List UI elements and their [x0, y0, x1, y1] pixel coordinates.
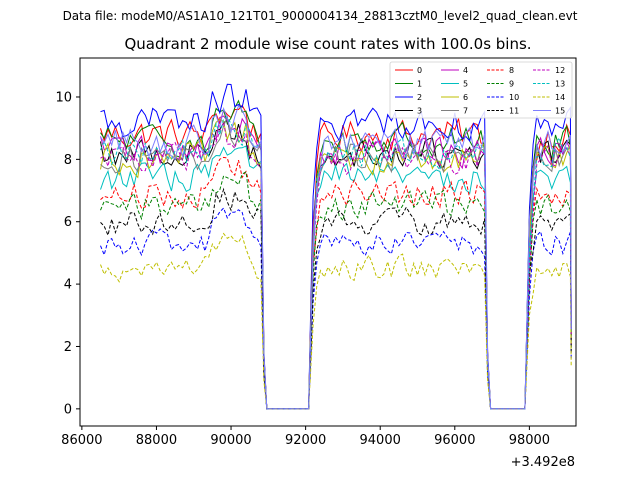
x-tick-label-86000: 86000 [61, 433, 102, 448]
series-line-0 [100, 104, 572, 410]
legend-label-15: 15 [555, 107, 565, 116]
y-tick-label-6: 6 [64, 215, 72, 230]
legend-label-14: 14 [555, 93, 565, 102]
x-tick-label-88000: 88000 [136, 433, 177, 448]
x-tick-label-98000: 98000 [509, 433, 550, 448]
series-line-10 [100, 207, 572, 410]
x-axis-offset-label: +3.492e8 [511, 455, 575, 470]
y-tick-label-8: 8 [64, 153, 72, 168]
axes: 86000 88000 90000 92000 94000 96000 98000 0 2 4 6 8… [55, 57, 577, 448]
plot-frame [79, 57, 577, 427]
series-line-11 [100, 187, 572, 410]
x-tick-label-94000: 94000 [360, 433, 401, 448]
series-line-15 [100, 104, 572, 410]
legend-label-10: 10 [509, 93, 519, 102]
chart-title: Quadrant 2 module wise count rates with … [124, 35, 531, 53]
legend-label-0: 0 [417, 66, 422, 75]
y-tick-label-10: 10 [55, 90, 72, 105]
legend-label-13: 13 [555, 80, 565, 89]
series-line-2 [100, 83, 572, 410]
legend-label-7: 7 [463, 107, 468, 116]
y-tick-label-0: 0 [64, 402, 72, 417]
series-line-9 [100, 170, 572, 410]
series-line-3 [100, 118, 572, 410]
chart-suptitle: Data file: modeM0/AS1A10_121T01_90000041… [63, 9, 578, 23]
series-line-12 [100, 120, 572, 410]
legend-label-6: 6 [463, 93, 468, 102]
legend-box [389, 61, 573, 119]
legend-label-8: 8 [509, 66, 514, 75]
legend-label-11: 11 [509, 107, 519, 116]
x-tick-label-96000: 96000 [434, 433, 475, 448]
series-line-13 [100, 116, 572, 410]
legend-label-12: 12 [555, 66, 565, 75]
x-tick-label-92000: 92000 [285, 433, 326, 448]
legend-label-4: 4 [463, 66, 468, 75]
y-tick-label-4: 4 [64, 278, 72, 293]
y-tick-label-2: 2 [64, 340, 72, 355]
x-tick-label-90000: 90000 [210, 433, 251, 448]
plot-area [100, 83, 572, 410]
legend-label-2: 2 [417, 93, 422, 102]
legend-label-3: 3 [417, 107, 422, 116]
legend-label-5: 5 [463, 80, 468, 89]
series-line-8 [100, 156, 572, 410]
legend-label-9: 9 [509, 80, 514, 89]
series-line-5 [100, 145, 572, 410]
series-line-14 [100, 232, 572, 410]
legend-label-1: 1 [417, 80, 422, 89]
series-line-7 [100, 115, 572, 410]
